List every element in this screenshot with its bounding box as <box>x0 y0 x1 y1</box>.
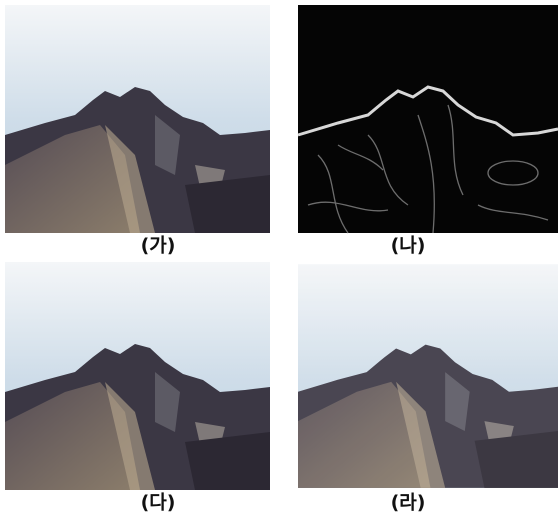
page: (가) (나) (다) (라) (() => { const data = JS… <box>0 0 560 516</box>
caption: (다) <box>141 492 176 514</box>
caption: (가) <box>141 235 176 257</box>
enhanced-image <box>5 262 270 490</box>
original-image <box>5 5 270 233</box>
figure: (가) (나) (다) (라) <box>0 0 560 516</box>
caption: (나) <box>391 235 426 257</box>
edge-image <box>298 5 558 233</box>
result-image <box>298 264 558 488</box>
caption: (라) <box>391 492 426 514</box>
